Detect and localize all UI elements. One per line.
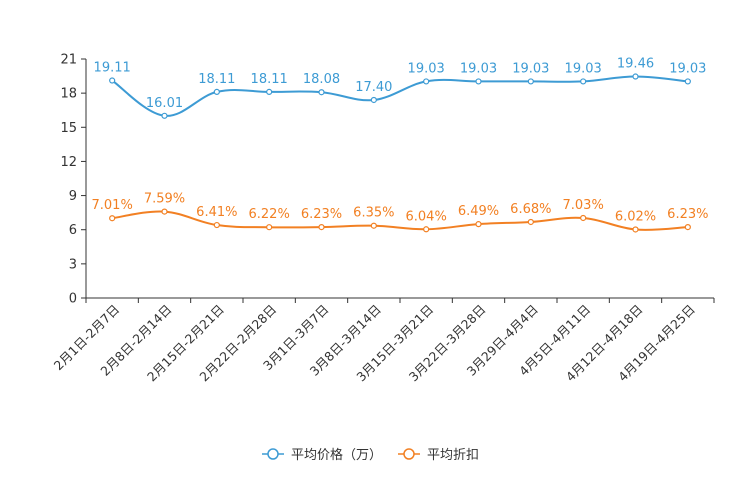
data-point[interactable] [109,77,116,84]
data-label: 18.11 [198,72,235,87]
data-point[interactable] [318,223,325,231]
data-point[interactable] [684,223,691,231]
y-tick-label: 12 [60,155,77,170]
data-point[interactable] [527,218,534,226]
data-point[interactable] [161,208,168,215]
data-point[interactable] [318,89,325,96]
y-tick-label: 3 [69,257,77,272]
data-label: 6.23% [301,207,342,222]
data-label: 6.23% [667,207,708,222]
data-point[interactable] [423,78,430,85]
data-label: 6.68% [510,202,551,217]
data-label: 19.03 [565,61,602,76]
data-point[interactable] [632,73,639,80]
data-point[interactable] [109,215,116,222]
series-2: 7.01% 7.59% 6.41% 6.22% 6.23% 6.35% 6.04% 6.49%… [92,192,708,233]
series-1: 19.11 16.01 18.11 18.11 18.08 17.40 19.03 19.03… [94,57,706,119]
data-point[interactable] [632,226,639,233]
chart-legend[interactable]: 平均价格（万） 平均折扣 [262,447,479,463]
data-point[interactable] [684,78,691,85]
data-label: 19.03 [460,61,497,76]
data-point[interactable] [580,214,587,222]
data-point[interactable] [580,78,587,85]
data-label: 6.49% [458,204,499,219]
data-label: 6.35% [353,206,394,221]
series-line [112,210,688,231]
data-point[interactable] [423,226,430,233]
legend-marker-icon [403,448,415,460]
data-label: 18.08 [303,72,340,87]
legend-label: 平均价格（万） [291,447,382,463]
data-point[interactable] [370,222,377,229]
data-label: 16.01 [146,96,183,111]
data-label: 7.59% [144,192,185,207]
y-tick-label: 18 [60,87,77,102]
y-tick-label: 21 [60,53,77,68]
legend-item-1[interactable]: 平均价格（万） [262,447,382,463]
data-label: 7.03% [563,198,604,213]
legend-label: 平均折扣 [427,448,479,463]
data-label: 7.01% [92,198,133,213]
data-point[interactable] [266,88,273,95]
series-layer: 19.11 16.01 18.11 18.11 18.08 17.40 19.03 19.03… [92,57,708,233]
data-label: 17.40 [355,80,392,95]
data-label: 19.03 [408,61,445,76]
y-tick-label: 0 [69,292,77,307]
y-tick-label: 15 [60,121,77,136]
data-point[interactable] [475,78,482,85]
data-label: 6.22% [249,207,290,222]
data-label: 6.04% [406,209,447,224]
data-label: 19.11 [94,61,131,76]
data-point[interactable] [213,221,220,229]
data-label: 19.46 [617,57,654,72]
data-label: 19.03 [512,61,549,76]
data-point[interactable] [161,112,168,119]
data-point[interactable] [475,221,482,228]
y-tick-label: 6 [69,223,77,238]
data-label: 6.02% [615,209,656,224]
data-label: 6.41% [196,205,237,220]
data-point[interactable] [370,96,377,104]
data-point[interactable] [213,88,220,95]
data-point[interactable] [527,78,534,85]
data-point[interactable] [266,224,273,231]
data-label: 19.03 [669,61,706,76]
y-tick-label: 9 [69,189,77,204]
legend-item-2[interactable]: 平均折扣 [398,448,479,463]
data-label: 18.11 [251,72,288,87]
legend-marker-icon [267,448,279,460]
